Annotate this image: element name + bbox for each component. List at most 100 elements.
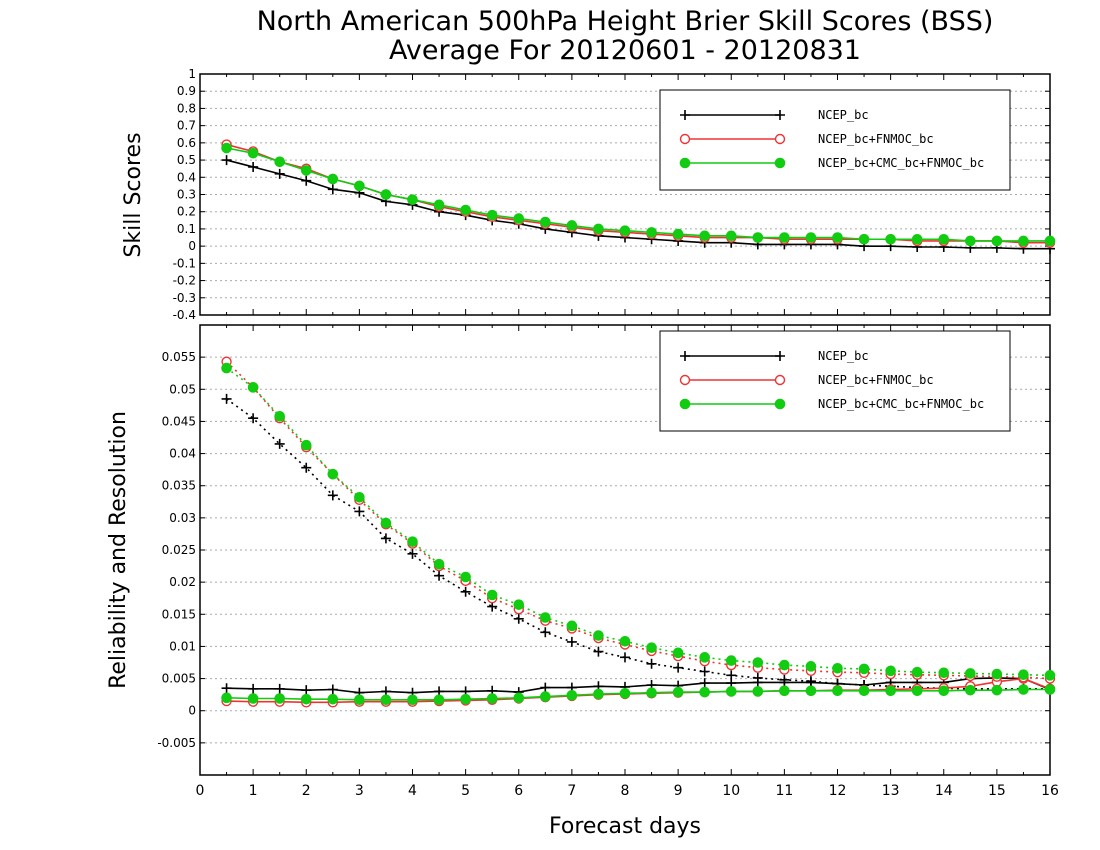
top-skill-point (327, 173, 339, 185)
bottom-resolution-point (380, 533, 391, 544)
bottom-resolution-point (885, 665, 896, 677)
bottom-resolution-point (805, 661, 817, 672)
top-skill-point (248, 161, 259, 172)
bottom-y-tick-label: 0.005 (162, 672, 196, 686)
x-tick-label: 16 (1041, 783, 1059, 799)
bottom-legend-marker (679, 374, 691, 386)
bottom-resolution-point (725, 655, 737, 666)
top-legend-marker (679, 133, 691, 145)
top-legend-label: NCEP_bc+FNMOC_bc (818, 132, 934, 146)
x-tick-label: 15 (988, 783, 1006, 799)
bottom-resolution-point (327, 468, 339, 480)
bottom-reliability-point (327, 693, 339, 705)
x-tick-label: 3 (355, 783, 364, 799)
top-skill-point (646, 227, 657, 238)
top-series-3 (221, 142, 1056, 247)
bottom-legend: NCEP_bc NCEP_bc+FNMOC_bc NCEP_bc+CMC_bc+FN… (659, 330, 1011, 432)
bottom-reliability-point (407, 694, 418, 706)
top-y-tick-label: 0.3 (177, 188, 196, 202)
bottom-resolution-point (247, 382, 259, 393)
top-y-axis-title: Skill Scores (121, 132, 146, 257)
bottom-reliability-point (779, 685, 790, 697)
bottom-resolution-point (460, 571, 471, 583)
bottom-resolution-point (301, 462, 312, 473)
bottom-resolution-point (752, 672, 763, 683)
top-y-tick-label: 0.2 (177, 205, 196, 219)
bottom-resolution-point (673, 662, 684, 673)
x-tick-label: 14 (935, 783, 953, 799)
bottom-resolution-point (566, 620, 578, 632)
bottom-resolution-point (805, 676, 816, 687)
top-y-tick-label: 0.4 (177, 170, 196, 184)
bottom-resolution-point (726, 670, 737, 681)
bottom-y-tick-label: 0.015 (162, 607, 196, 621)
bottom-reliability-point (991, 684, 1003, 696)
bottom-reliability-point (699, 678, 710, 689)
top-skill-point (725, 230, 737, 242)
top-y-tick-label: 0.9 (177, 84, 196, 98)
top-skill-point (486, 209, 498, 221)
bottom-resolution-point (274, 438, 285, 449)
top-legend-marker (774, 133, 786, 145)
bottom-resolution-point (486, 589, 498, 601)
bottom-resolution-point (672, 647, 684, 659)
bottom-resolution-point (407, 548, 418, 559)
top-y-tick-label: 0.5 (177, 153, 196, 167)
bottom-reliability-point (540, 682, 551, 693)
top-plot-frame (199, 73, 1051, 316)
bottom-resolution-point (593, 646, 604, 657)
bottom-reliability-point (646, 687, 657, 699)
top-legend: NCEP_bc NCEP_bc+FNMOC_bc NCEP_bc+CMC_bc+FN… (659, 89, 1011, 191)
bottom-resolution-point (832, 662, 843, 674)
bottom-reliability-point (911, 685, 923, 697)
bottom-reliability-point (619, 688, 631, 699)
bottom-reliability-point (460, 693, 471, 705)
bottom-resolution-point (513, 613, 524, 624)
bottom-resolution-line-1 (226, 398, 1050, 690)
bottom-legend-marker (679, 398, 691, 410)
bottom-resolution-point (354, 506, 365, 517)
bottom-resolution-point (965, 668, 976, 679)
x-tick-label: 12 (829, 783, 847, 799)
bottom-resolution-point (620, 652, 630, 663)
bottom-y-tick-label: 0.05 (169, 382, 196, 396)
top-y-tick-label: 0.6 (177, 136, 196, 150)
top-skill-point (327, 184, 338, 195)
x-tick-label: 1 (249, 783, 258, 799)
reliability-resolution-panel: 0.055 0.05 0.045 0.04 0.035 0.03 0.025 0.02 0.01… (157, 324, 1059, 799)
bottom-y-axis-title: Reliability and Resolution (106, 411, 131, 689)
bottom-reliability-point (274, 693, 285, 704)
bottom-resolution-point (327, 490, 338, 501)
bottom-legend-marker (774, 374, 786, 386)
bottom-reliability-point (672, 686, 684, 698)
bottom-y-tick-label: 0.04 (169, 447, 196, 461)
bottom-legend-marker (775, 351, 785, 361)
top-skill-point (1044, 235, 1056, 247)
bottom-resolution-point (540, 612, 551, 623)
top-legend-marker (680, 110, 690, 120)
x-tick-label: 6 (514, 783, 523, 799)
top-skill-point (885, 233, 896, 245)
bottom-series-1 (221, 393, 1055, 698)
top-y-tick-label: -0.4 (173, 308, 196, 322)
x-tick-label: 11 (775, 783, 793, 799)
bottom-reliability-point (354, 694, 365, 706)
bottom-reliability-point (486, 693, 498, 704)
top-y-tick-label: 0.1 (177, 222, 196, 236)
bottom-reliability-point (832, 685, 843, 697)
bottom-reliability-point (805, 685, 817, 697)
top-skill-point (832, 232, 843, 243)
top-y-tick-label: -0.1 (173, 256, 196, 270)
top-skill-point (274, 168, 285, 179)
bottom-reliability-point (725, 686, 737, 697)
bottom-y-tick-label: -0.005 (157, 736, 196, 750)
top-skill-point (566, 220, 578, 231)
bottom-y-tick-label: 0.01 (169, 639, 196, 653)
top-skill-point (540, 216, 551, 228)
bottom-resolution-point (1018, 669, 1029, 681)
bottom-legend-marker (680, 351, 690, 361)
top-skill-point (1018, 235, 1029, 247)
top-legend-marker (775, 110, 785, 120)
top-skill-point (301, 175, 312, 186)
